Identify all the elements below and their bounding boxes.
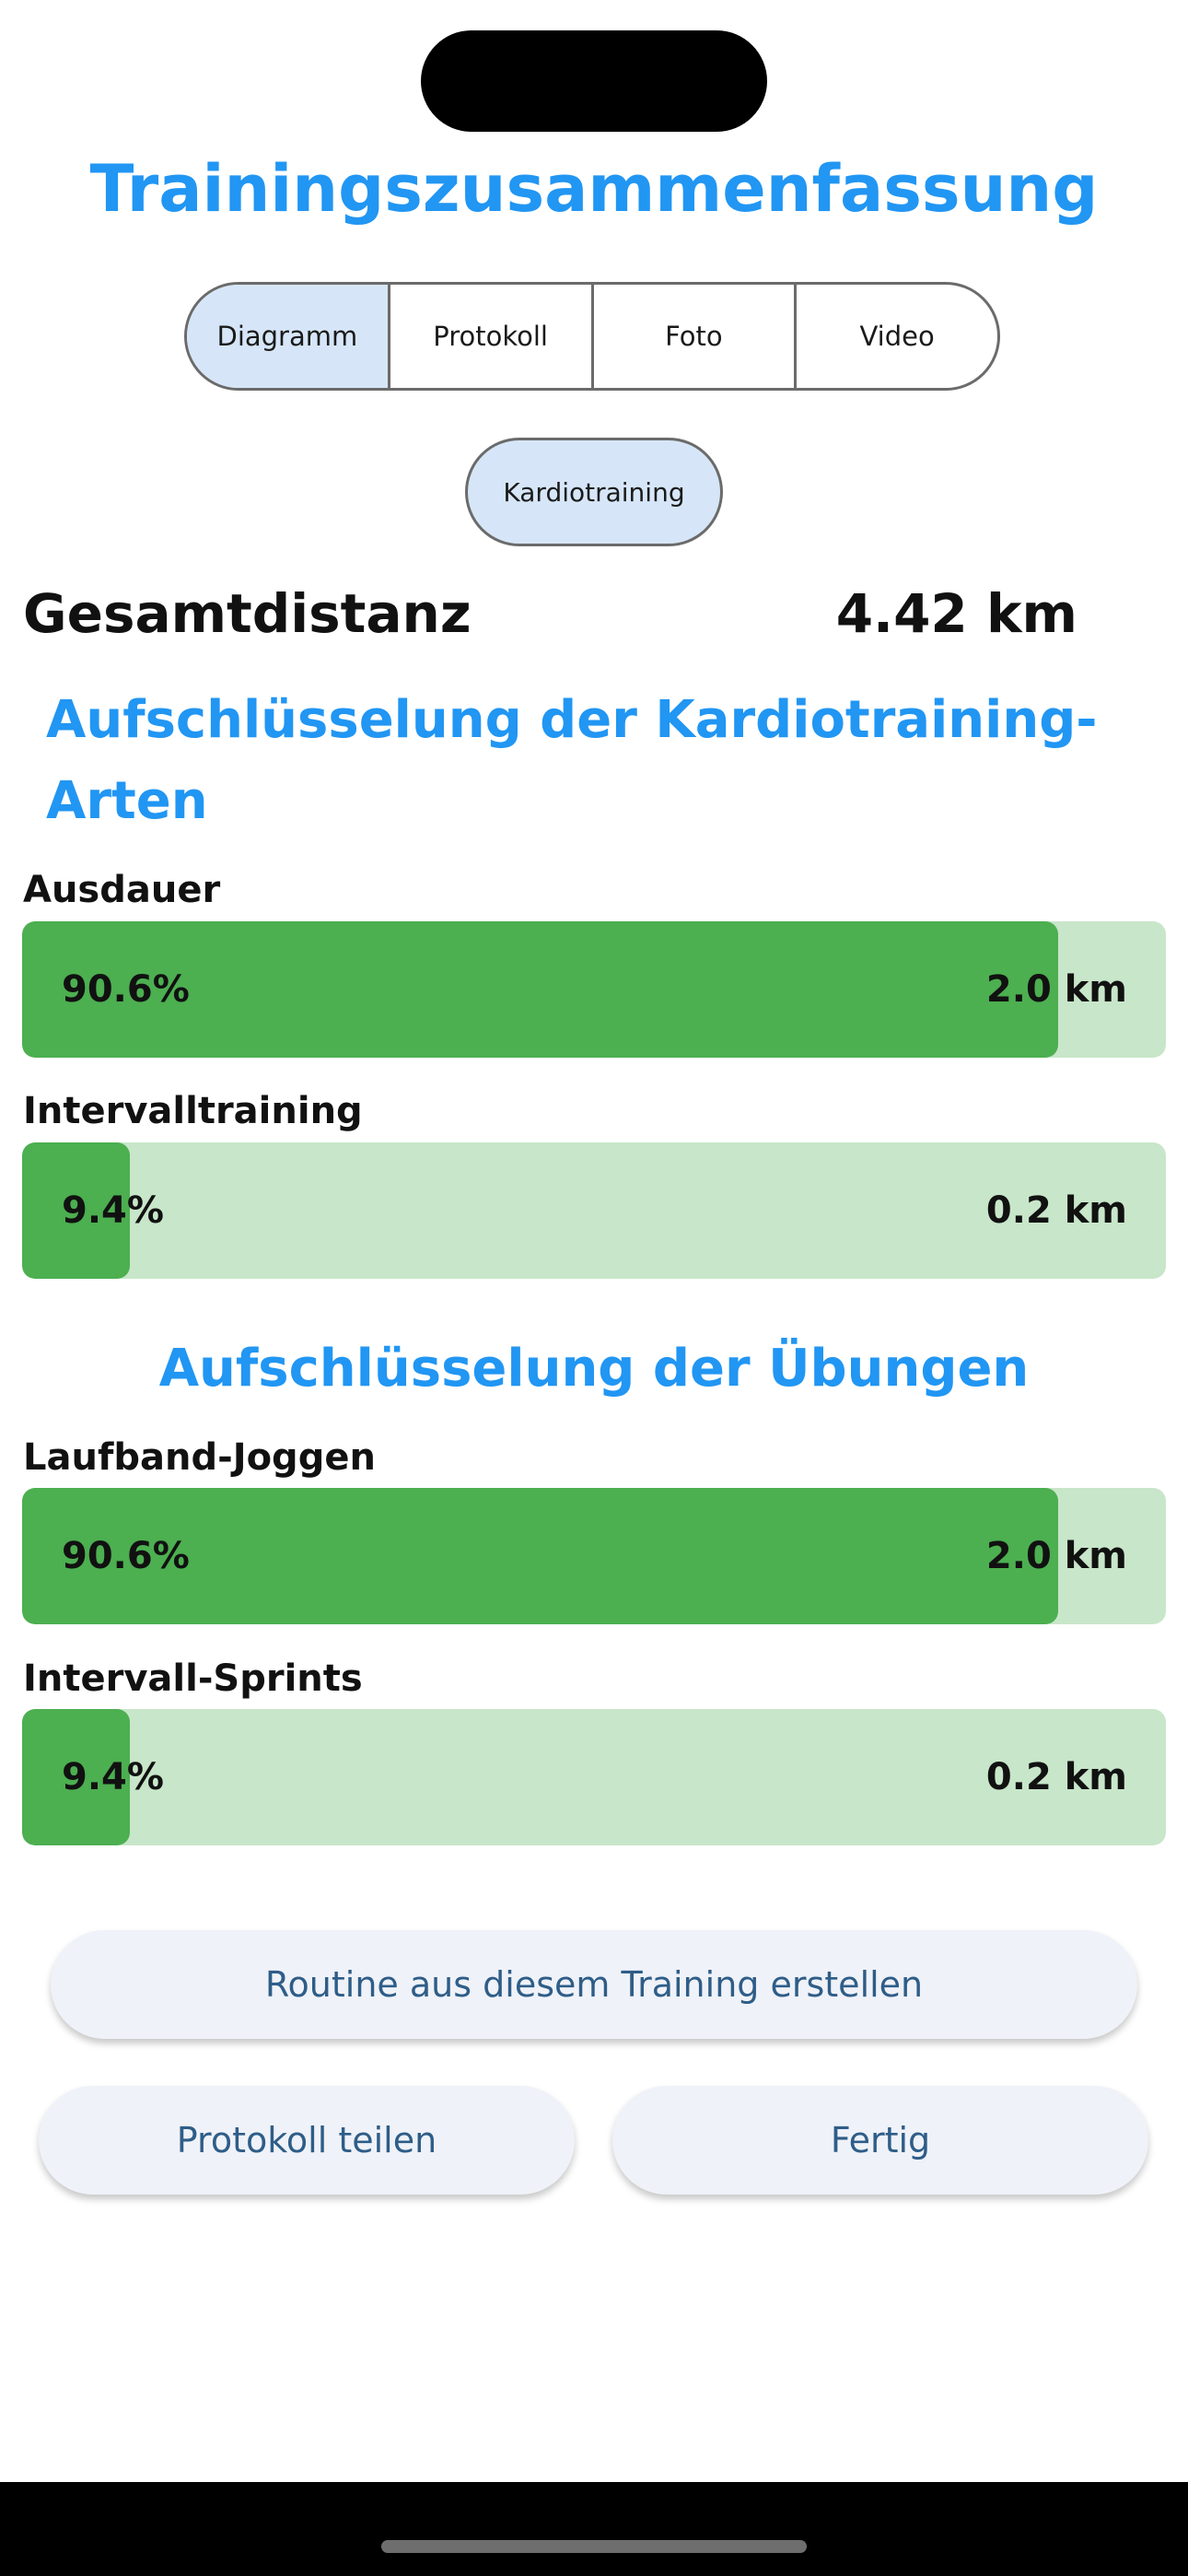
progress-fill <box>22 1142 130 1279</box>
progress-fill <box>22 1488 1059 1624</box>
row-label-intervalltraining: Intervalltraining <box>23 1090 363 1132</box>
row-label-intervall-sprints: Intervall-Sprints <box>23 1657 363 1700</box>
total-distance-label: Gesamtdistanz <box>23 582 472 645</box>
dynamic-island <box>421 30 767 132</box>
progress-fill <box>22 1709 130 1845</box>
create-routine-button[interactable]: Routine aus diesem Training erstellen <box>51 1930 1137 2039</box>
filter-chip-cardio[interactable]: Kardiotraining <box>465 438 723 546</box>
view-tab-bar: Diagramm Protokoll Foto Video <box>184 282 1000 391</box>
cardio-types-heading: Aufschlüsselung der Kardiotraining-Arten <box>46 690 1098 831</box>
home-indicator[interactable] <box>381 2540 807 2553</box>
share-log-button[interactable]: Protokoll teilen <box>39 2086 575 2195</box>
tab-protokoll[interactable]: Protokoll <box>387 285 591 388</box>
total-distance-value: 4.42 km <box>835 582 1077 645</box>
exercises-heading: Aufschlüsselung der Übungen <box>158 1339 1030 1399</box>
progress-bar-intervalltraining: 9.4% 0.2 km <box>22 1142 1166 1279</box>
percent-label: 90.6% <box>62 1535 190 1577</box>
row-label-ausdauer: Ausdauer <box>23 869 221 911</box>
percent-label: 90.6% <box>62 968 190 1011</box>
progress-bar-laufband-joggen: 90.6% 2.0 km <box>22 1488 1166 1624</box>
tab-diagramm[interactable]: Diagramm <box>187 285 388 388</box>
percent-label: 9.4% <box>62 1189 164 1232</box>
distance-label: 2.0 km <box>985 1535 1127 1577</box>
distance-label: 0.2 km <box>985 1756 1127 1798</box>
distance-label: 2.0 km <box>985 968 1127 1011</box>
page-title: Trainingszusammenfassung <box>89 151 1099 227</box>
row-label-laufband-joggen: Laufband-Joggen <box>23 1436 376 1479</box>
tab-video[interactable]: Video <box>794 285 997 388</box>
progress-bar-intervall-sprints: 9.4% 0.2 km <box>22 1709 1166 1845</box>
tab-foto[interactable]: Foto <box>590 285 795 388</box>
distance-label: 0.2 km <box>985 1189 1127 1232</box>
done-button[interactable]: Fertig <box>612 2086 1148 2195</box>
progress-fill <box>22 921 1059 1058</box>
bottom-system-bar <box>0 2482 1188 2576</box>
percent-label: 9.4% <box>62 1756 164 1798</box>
progress-bar-ausdauer: 90.6% 2.0 km <box>22 921 1166 1058</box>
